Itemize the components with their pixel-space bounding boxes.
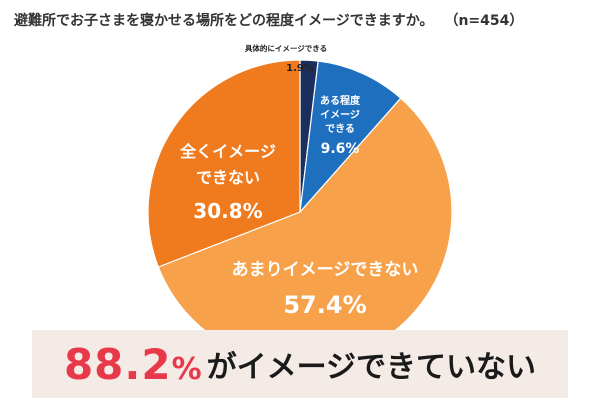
- summary-percentage: 88.2%: [64, 340, 203, 389]
- sample-size: （n=454）: [451, 13, 524, 29]
- slice-label-3-line-1: あまりイメージできない: [232, 260, 419, 280]
- slice-value-3: 57.4%: [283, 291, 366, 319]
- slice-label-4-line-1: 全くイメージ: [179, 142, 276, 161]
- slice-label-2-line-3: できる: [325, 123, 355, 135]
- summary-message: がイメージできていない: [206, 350, 537, 385]
- slice-value-2: 9.6%: [321, 141, 360, 157]
- summary-number: 88.2: [63, 339, 172, 389]
- slice-label-2-line-1: ある程度: [320, 94, 361, 107]
- slice-value-4: 30.8%: [193, 199, 262, 223]
- slice-label-1-line-1: 具体的にイメージできる: [245, 43, 327, 53]
- chart-title: 避難所でお子さまを寝かせる場所をどの程度イメージできますか。 （n=454）: [14, 10, 586, 30]
- slice-label-2-line-2: イメージ: [320, 109, 360, 121]
- summary-banner: 88.2% がイメージできていない: [32, 330, 568, 398]
- slice-label-4-line-2: できない: [196, 168, 260, 187]
- pie-slice-2: [299, 60, 402, 214]
- slice-value-1: 1.9%: [286, 63, 314, 74]
- pie-slice-4: [147, 59, 301, 268]
- summary-percent-sign: %: [171, 351, 203, 387]
- chart-title-text: 避難所でお子さまを寝かせる場所をどの程度イメージできますか。: [14, 13, 434, 29]
- summary-banner-text: 88.2% がイメージできていない: [32, 330, 568, 398]
